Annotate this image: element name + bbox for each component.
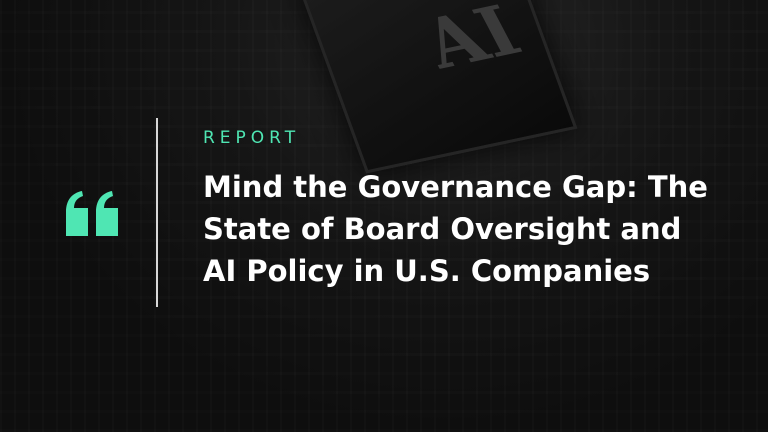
report-label: REPORT bbox=[203, 128, 301, 148]
title-line: Mind the Governance Gap: The bbox=[203, 170, 708, 204]
report-title: Mind the Governance Gap: The State of Bo… bbox=[203, 166, 743, 292]
title-line: AI Policy in U.S. Companies bbox=[203, 254, 651, 288]
vertical-divider bbox=[156, 118, 158, 307]
quote-open-icon bbox=[66, 191, 118, 236]
title-line: State of Board Oversight and bbox=[203, 212, 682, 246]
